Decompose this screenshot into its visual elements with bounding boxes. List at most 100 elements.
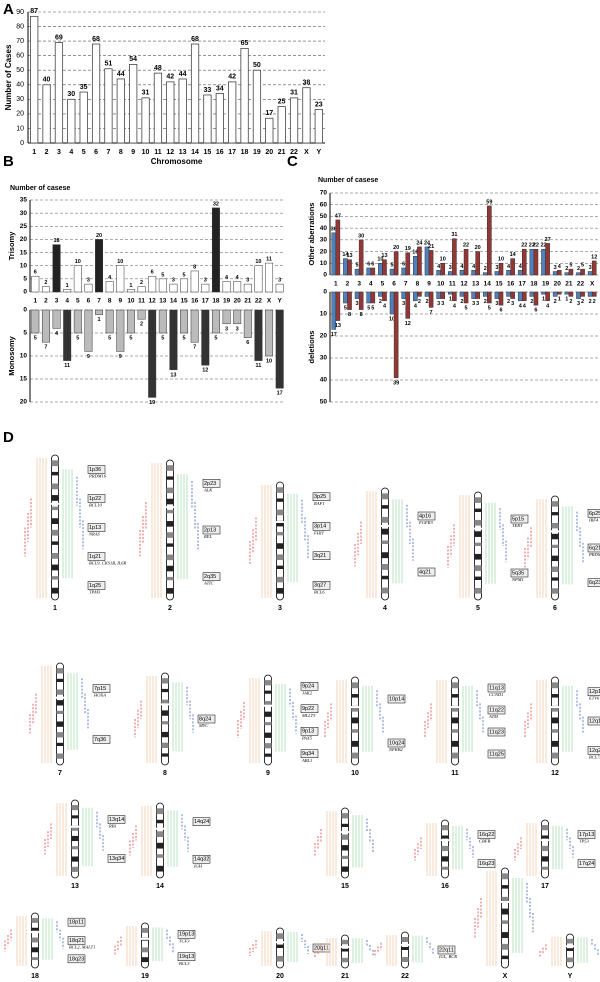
chromosome-band <box>31 917 39 923</box>
bar <box>517 270 523 276</box>
band-label: 4p16 <box>419 513 431 519</box>
bar <box>494 291 500 299</box>
x-tick-label: 2 <box>346 281 350 288</box>
band-label: 11q25 <box>489 751 504 757</box>
bar <box>510 258 515 276</box>
value-label: 68 <box>191 36 199 43</box>
x-tick-label: 20 <box>265 149 273 156</box>
chromosome-band <box>551 533 559 540</box>
bar <box>487 205 492 276</box>
y-tick-label: 50 <box>16 67 24 74</box>
value-label: 38 <box>303 80 311 87</box>
value-label: 3 <box>236 326 239 332</box>
chromosome-band <box>31 957 39 961</box>
chromosome-band <box>276 554 284 561</box>
bar <box>440 291 446 299</box>
value-label: 4 <box>108 275 112 281</box>
y-tick-label: 0 <box>20 140 24 147</box>
centromere <box>350 706 360 709</box>
chromosome-band <box>141 957 149 963</box>
bar <box>54 42 64 144</box>
band-box <box>312 492 331 501</box>
chromosome-band <box>551 717 559 724</box>
bar <box>335 219 341 276</box>
centromere <box>263 704 273 707</box>
band-box <box>107 815 126 824</box>
bar <box>203 94 212 144</box>
band-label: 2q35 <box>204 574 216 580</box>
value-label: 22 <box>540 243 546 249</box>
chromosome-band <box>441 866 449 870</box>
x-tick-label: 9 <box>119 298 123 305</box>
bar <box>448 271 453 276</box>
value-label: 25 <box>278 98 286 105</box>
bar <box>30 15 39 144</box>
chromosome-band <box>341 834 349 840</box>
bar <box>440 263 446 276</box>
chromosome-band <box>341 866 349 872</box>
chromosome-band <box>351 705 359 712</box>
value-label: 48 <box>154 65 162 72</box>
gene-label: JAK2 <box>302 690 313 695</box>
chromosome-band <box>381 528 389 535</box>
chromosome-name: 9 <box>266 770 270 777</box>
chromosome-band <box>161 678 169 684</box>
chromosome-band <box>441 835 449 839</box>
bar <box>564 272 570 276</box>
bar <box>31 275 40 293</box>
chromosome-band <box>56 689 64 695</box>
chromosome-band <box>474 587 482 594</box>
band-label: 14q32 <box>194 857 209 863</box>
chromosome-band <box>141 927 149 933</box>
band-box <box>587 578 600 587</box>
value-label: 2 <box>44 280 47 286</box>
chromosome-band <box>276 565 284 569</box>
value-label: 13 <box>381 253 387 259</box>
chromosome-band <box>161 753 169 757</box>
chromosome-band <box>71 825 79 831</box>
bar <box>482 272 488 276</box>
x-tick-label: 19 <box>223 298 231 305</box>
value-label: 4 <box>236 275 240 281</box>
band-box <box>587 543 600 553</box>
value-label: 30 <box>358 233 364 239</box>
band-label: 3p25 <box>314 494 326 500</box>
chromosome-band <box>264 743 272 749</box>
band-box <box>477 830 496 839</box>
chromosome-band <box>264 753 272 757</box>
centromere <box>500 901 510 903</box>
chromosome-band <box>156 831 164 838</box>
band-label: 1p36 <box>89 467 101 473</box>
chromosome-band <box>161 742 169 749</box>
band-box <box>300 727 319 736</box>
bar <box>382 291 387 302</box>
value-label: 4 <box>383 303 387 309</box>
gene-label: ATIC <box>203 581 215 586</box>
chromosome-band <box>501 955 509 960</box>
band-label: 16q23 <box>479 861 494 867</box>
bar <box>452 291 457 302</box>
band-label: 1q25 <box>89 583 101 589</box>
gene-label: PRDM1 <box>588 552 600 557</box>
chromosome-band <box>31 927 39 931</box>
value-label: 8 <box>193 264 196 270</box>
chromosome-band <box>566 957 574 963</box>
y-tick-label: 80 <box>16 23 24 30</box>
band-box <box>87 494 106 503</box>
bar <box>67 98 76 144</box>
value-label: 22 <box>529 243 535 249</box>
band-label: 18q23 <box>69 956 84 962</box>
bar <box>63 309 72 361</box>
bar <box>506 270 511 276</box>
centromere <box>540 839 550 842</box>
band-box <box>67 936 86 945</box>
chromosome-band <box>341 855 349 859</box>
bar <box>587 271 593 276</box>
value-label: 39 <box>393 380 399 386</box>
chromosome-band <box>161 721 169 725</box>
chromosome-band <box>341 948 349 952</box>
bar <box>201 309 210 366</box>
gene-label: IGH <box>193 863 203 868</box>
bar <box>41 309 50 343</box>
x-tick-label: 17 <box>202 298 210 305</box>
